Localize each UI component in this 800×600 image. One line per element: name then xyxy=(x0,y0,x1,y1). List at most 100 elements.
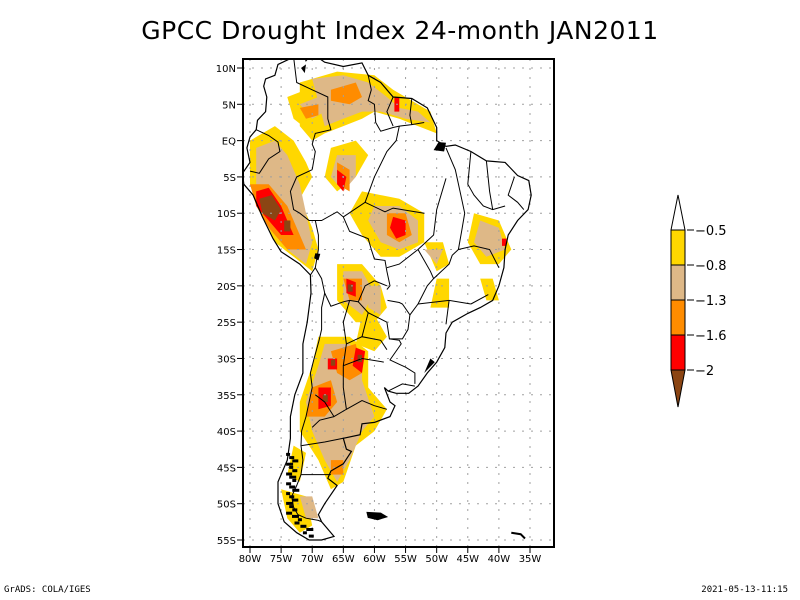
map-frame xyxy=(242,58,555,548)
lon-tick-label: 75W xyxy=(270,554,293,565)
chile-archipelago-island xyxy=(302,531,307,535)
country-border xyxy=(409,98,413,125)
colorbar-label: −2 xyxy=(695,364,714,379)
chile-archipelago-island xyxy=(292,514,299,518)
colorbar-segment xyxy=(670,229,686,266)
chile-archipelago-island xyxy=(286,482,292,486)
drought-level-3-area xyxy=(330,82,362,105)
lon-tick-label: 60W xyxy=(363,554,386,565)
lagoa-dos-patos xyxy=(424,358,435,373)
country-border xyxy=(343,357,384,367)
country-border xyxy=(386,249,419,269)
colorbar-legend: −0.5 −0.8 −1.3 −1.6 −2 xyxy=(670,194,727,408)
colorbar-label: −1.3 xyxy=(695,294,727,309)
drought-level-2-area xyxy=(368,285,381,315)
chile-archipelago-island xyxy=(297,518,302,522)
country-border xyxy=(361,312,369,337)
country-border xyxy=(409,147,466,316)
lat-tick-label: 20S xyxy=(217,282,236,293)
country-border xyxy=(315,211,391,290)
chart-title: GPCC Drought Index 24-month JAN2011 xyxy=(141,16,659,45)
lat-tick-label: 25S xyxy=(217,318,236,329)
chile-archipelago-island xyxy=(292,508,298,512)
country-border xyxy=(249,129,281,174)
chile-archipelago-island xyxy=(292,488,300,492)
lat-tick-label: 45S xyxy=(217,463,236,474)
falkland-islands xyxy=(366,511,389,521)
country-border xyxy=(314,267,388,307)
lon-tick-label: 40W xyxy=(488,554,511,565)
lat-tick-label: 55S xyxy=(217,536,236,547)
drought-level-3-area xyxy=(330,343,362,381)
drought-fill-layer xyxy=(250,71,512,533)
chile-archipelago-island xyxy=(286,462,294,466)
drought-level-3-area xyxy=(299,104,319,119)
country-border xyxy=(386,96,394,127)
colorbar-bottom-arrow xyxy=(670,369,686,408)
country-border xyxy=(364,125,400,203)
drought-level-1-area xyxy=(430,278,450,308)
drought-level-2-area xyxy=(299,496,319,519)
country-border xyxy=(387,383,415,392)
chile-archipelago-island xyxy=(286,492,291,496)
chile-archipelago-island xyxy=(292,459,299,463)
country-border xyxy=(467,151,506,211)
latitude-axis: 10N 5N EQ 5S 10S 15S 20S 25S 30S 35S 40S 45S 50S 55S xyxy=(216,64,243,547)
country-border xyxy=(357,299,411,340)
timestamp: 2021-05-13-11:15 xyxy=(701,585,788,595)
grads-credit: GrADS: COLA/IGES xyxy=(4,585,91,595)
chile-archipelago-island xyxy=(292,479,297,482)
drought-level-4-area xyxy=(337,169,347,192)
lat-tick-label: 10S xyxy=(217,209,236,220)
south-america-coastline xyxy=(243,59,532,541)
chile-archipelago-island xyxy=(292,498,299,502)
drought-level-2-area xyxy=(424,249,443,265)
chile-archipelago-island xyxy=(308,534,314,538)
lat-tick-label: 5S xyxy=(223,173,236,184)
south-georgia xyxy=(511,531,526,540)
lon-tick-label: 70W xyxy=(301,554,324,565)
country-border xyxy=(417,178,447,250)
lat-tick-label: 10N xyxy=(216,64,236,75)
country-border xyxy=(291,292,326,523)
country-border xyxy=(293,59,332,170)
chile-archipelago-island xyxy=(289,495,295,499)
chile-archipelago-island xyxy=(286,472,293,476)
country-border xyxy=(346,336,388,350)
country-border xyxy=(458,245,500,268)
colorbar-label: −1.6 xyxy=(695,329,727,344)
lat-tick-label: 5N xyxy=(222,100,236,111)
lon-tick-label: 45W xyxy=(456,554,479,565)
lat-tick-label: 35S xyxy=(217,391,236,402)
country-border xyxy=(367,75,425,132)
lon-tick-label: 65W xyxy=(332,554,355,565)
coastline-layer xyxy=(243,59,532,541)
country-border xyxy=(314,300,351,418)
drought-level-5-area xyxy=(322,394,328,402)
lat-tick-label: 40S xyxy=(217,427,236,438)
chile-archipelago-island xyxy=(289,505,294,509)
country-border xyxy=(445,300,450,325)
country-border xyxy=(470,294,489,305)
lon-tick-label: 50W xyxy=(425,554,448,565)
colorbar-top-arrow xyxy=(670,194,686,231)
country-border xyxy=(311,416,335,428)
drought-level-1-area xyxy=(480,278,499,301)
marajo-island xyxy=(433,142,446,152)
drought-level-5-area xyxy=(284,220,291,232)
drought-level-4-area xyxy=(502,238,507,246)
lon-tick-label: 80W xyxy=(239,554,262,565)
drought-level-5-area xyxy=(259,195,282,221)
lake-maracaibo xyxy=(301,64,306,74)
colorbar-label: −0.5 xyxy=(695,224,727,239)
lat-tick-label: 15S xyxy=(217,246,236,257)
chile-archipelago-island xyxy=(306,528,314,531)
country-border xyxy=(417,249,435,279)
chile-archipelago-island xyxy=(286,452,291,456)
lake-titicaca xyxy=(314,253,321,261)
country-border xyxy=(346,400,388,410)
lon-tick-label: 35W xyxy=(519,554,542,565)
drought-level-4-area xyxy=(390,216,406,239)
lon-tick-label: 55W xyxy=(394,554,417,565)
